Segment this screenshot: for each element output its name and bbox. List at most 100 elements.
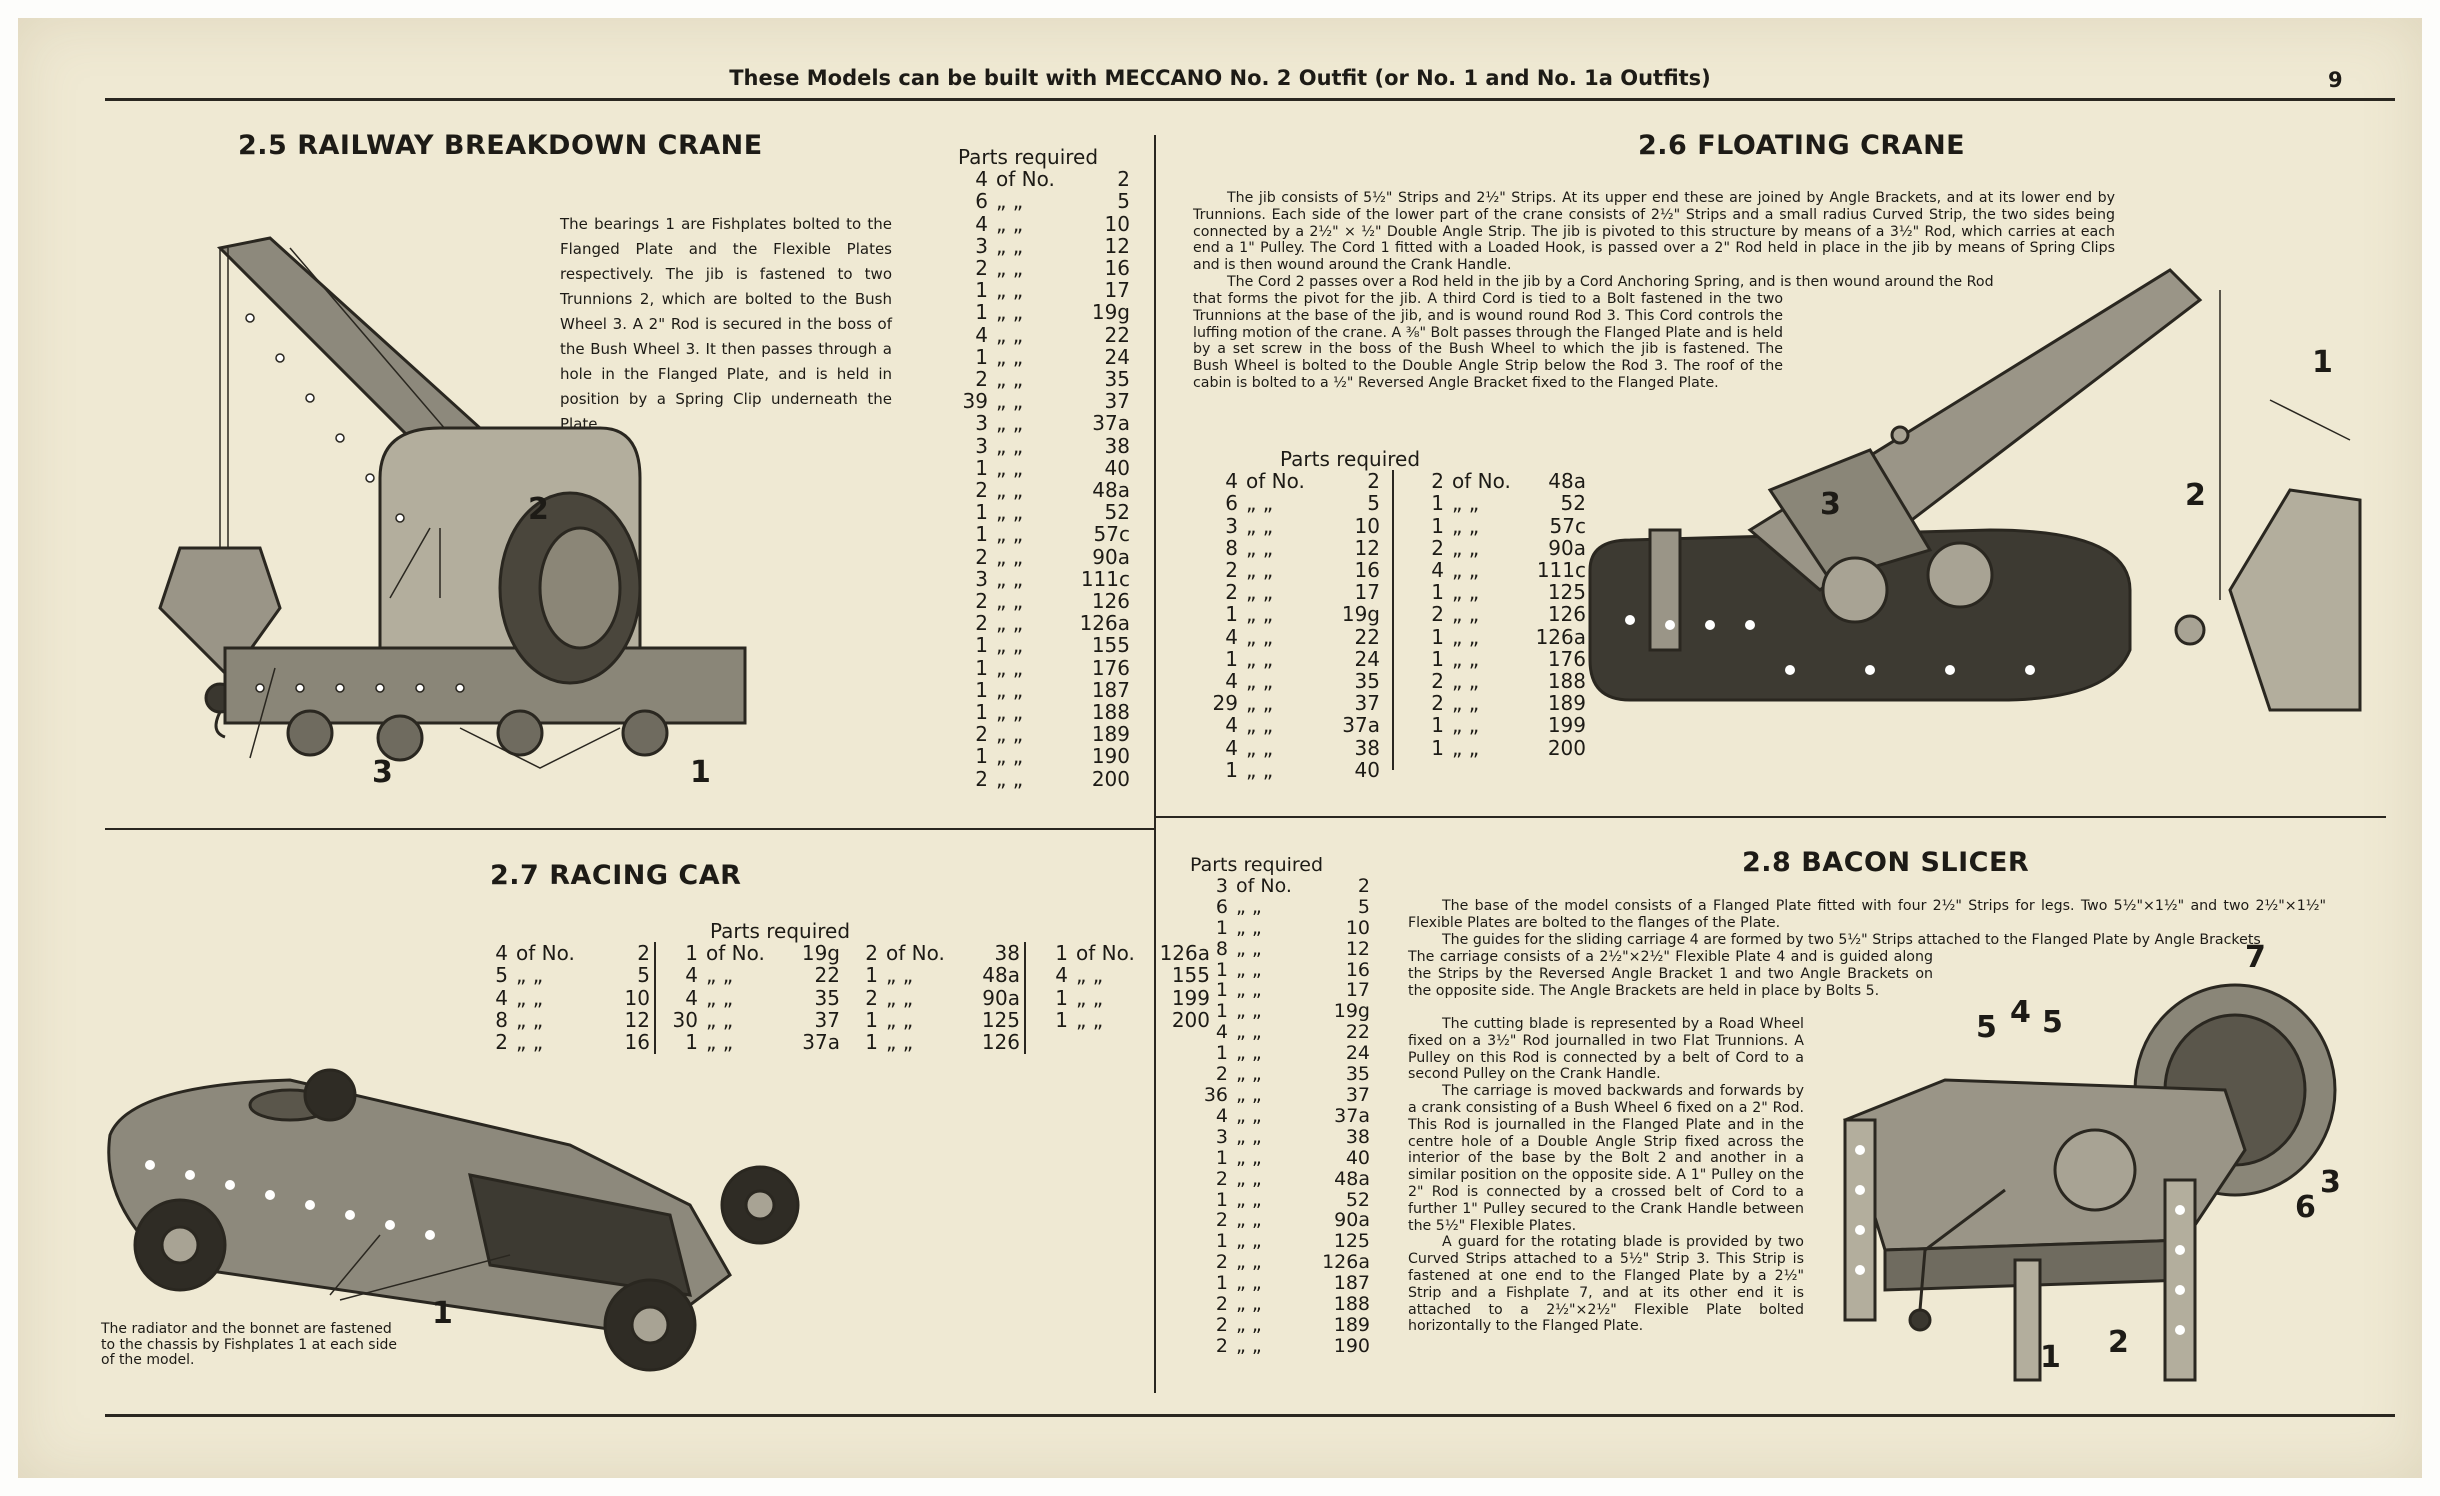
- part-quantity: 1: [1225, 646, 1238, 671]
- part-number: 48a: [1334, 1167, 1370, 1190]
- part-number: 17: [1345, 979, 1370, 1002]
- part-number: 38: [1104, 433, 1130, 458]
- part-number: 37: [1354, 691, 1380, 716]
- parts-row: 1 „ „ 19g: [1190, 1001, 1370, 1022]
- parts-row: 1 „ „ 40: [950, 457, 1130, 479]
- part-number: 57c: [1549, 513, 1586, 538]
- part-of-label: „ „: [1076, 985, 1104, 1010]
- part-number: 155: [1091, 633, 1130, 658]
- callout-1: 1: [2040, 1340, 2061, 1375]
- part-quantity: 3: [975, 566, 988, 591]
- parts-row: 4 „ „ 37a: [1190, 1104, 1370, 1127]
- part-quantity: 2: [975, 478, 988, 503]
- part-of-label: „ „: [996, 278, 1024, 303]
- part-number: 125: [981, 1007, 1020, 1032]
- part-quantity: 8: [495, 1007, 508, 1032]
- part-quantity: 1: [1055, 985, 1068, 1010]
- part-of-label: „ „: [1236, 1313, 1262, 1336]
- part-of-label: „ „: [1452, 691, 1480, 716]
- part-of-label: of No.: [516, 941, 575, 966]
- part-of-label: of No.: [996, 167, 1055, 192]
- part-of-label: „ „: [996, 322, 1024, 347]
- column-divider: [1024, 942, 1026, 1055]
- part-of-label: „ „: [996, 589, 1024, 614]
- part-number: 24: [1345, 1042, 1370, 1065]
- part-of-label: „ „: [996, 211, 1024, 236]
- part-quantity: 5: [495, 963, 508, 988]
- bacon-slicer-description-mid: The carriage consists of a 2½"×2½" Flexi…: [1408, 949, 1933, 999]
- part-quantity: 1: [1225, 602, 1238, 627]
- part-quantity: 1: [975, 744, 988, 769]
- floating-crane-description: The jib consists of 5½" Strips and 2½" S…: [1193, 190, 2115, 291]
- parts-row: 1 „ „ 16: [1190, 958, 1370, 981]
- part-of-label: „ „: [1246, 669, 1274, 694]
- part-quantity: 4: [495, 941, 508, 966]
- part-number: 200: [1171, 1007, 1210, 1032]
- part-number: 52: [1104, 500, 1130, 525]
- part-quantity: 1: [1431, 491, 1444, 516]
- parts-row: 1 „ „ 187: [1190, 1273, 1370, 1294]
- part-quantity: 4: [495, 985, 508, 1010]
- part-of-label: „ „: [1246, 513, 1274, 538]
- parts-list-col4: 1 of No. 126a 4 „ „ 155 1 „ „ 199 1 „ „ 200: [1030, 942, 1210, 1031]
- parts-row: 30 „ „ 37: [660, 1009, 840, 1031]
- part-quantity: 1: [1431, 580, 1444, 605]
- part-quantity: 6: [1225, 491, 1238, 516]
- part-quantity: 1: [975, 522, 988, 547]
- part-number: 24: [1354, 646, 1380, 671]
- part-number: 187: [1333, 1272, 1370, 1295]
- part-of-label: „ „: [1236, 1042, 1262, 1065]
- part-number: 199: [1547, 713, 1586, 738]
- parts-row: 2 „ „ 16: [950, 257, 1130, 279]
- part-of-label: „ „: [1076, 963, 1104, 988]
- part-quantity: 4: [975, 211, 988, 236]
- part-quantity: 1: [1215, 1000, 1228, 1023]
- part-quantity: 1: [685, 941, 698, 966]
- part-number: 40: [1354, 757, 1380, 782]
- part-of-label: „ „: [1236, 958, 1262, 981]
- part-number: 126: [1091, 589, 1130, 614]
- part-quantity: 2: [975, 367, 988, 392]
- part-of-label: „ „: [996, 655, 1024, 680]
- part-number: 5: [1367, 491, 1380, 516]
- parts-row: 29 „ „ 37: [1200, 692, 1380, 714]
- part-of-label: „ „: [1236, 1209, 1262, 1232]
- part-number: 37a: [1342, 713, 1380, 738]
- parts-row: 2 „ „ 90a: [840, 986, 1020, 1009]
- part-quantity: 4: [1215, 1021, 1228, 1044]
- parts-row: 4 „ „ 155: [1030, 964, 1210, 986]
- part-number: 35: [814, 985, 840, 1010]
- part-number: 19g: [1091, 300, 1130, 325]
- parts-row: 4 of No. 2: [950, 168, 1130, 190]
- part-number: 188: [1333, 1293, 1370, 1316]
- part-number: 155: [1171, 963, 1210, 988]
- part-quantity: 3: [1215, 1125, 1228, 1148]
- paragraph: The base of the model consists of a Flan…: [1408, 898, 2326, 931]
- part-of-label: „ „: [1452, 580, 1480, 605]
- bacon-slicer-description-cont: The cutting blade is represented by a Ro…: [1408, 1016, 1804, 1335]
- part-quantity: 4: [1225, 713, 1238, 738]
- right-middle-rule: [1156, 816, 2386, 818]
- parts-row: 4 „ „ 22: [1200, 625, 1380, 648]
- part-of-label: „ „: [516, 1030, 544, 1055]
- part-quantity: 4: [1215, 1104, 1228, 1127]
- parts-row: 1 „ „ 126: [840, 1031, 1020, 1053]
- part-of-label: „ „: [706, 1030, 734, 1055]
- part-quantity: 2: [1215, 1334, 1228, 1357]
- parts-row: 2 „ „ 189: [1406, 692, 1586, 714]
- callout-3: 3: [372, 755, 393, 790]
- part-number: 22: [814, 963, 840, 988]
- parts-row: 8 „ „ 12: [470, 1009, 650, 1031]
- part-of-label: „ „: [886, 1007, 914, 1032]
- part-of-label: „ „: [996, 722, 1024, 747]
- part-quantity: 1: [865, 963, 878, 988]
- part-quantity: 2: [865, 941, 878, 966]
- part-of-label: „ „: [706, 985, 734, 1010]
- part-number: 126a: [1159, 941, 1210, 966]
- parts-list: 4 of No. 2 6 „ „ 5 4 „ „ 10 3 „ „ 12 2 „ „ 16 1 „ „ 17 1 „ …: [950, 168, 1130, 790]
- part-of-label: „ „: [706, 963, 734, 988]
- bacon-slicer-description: The base of the model consists of a Flan…: [1408, 898, 2326, 948]
- parts-row: 3 „ „ 10: [1200, 513, 1380, 538]
- parts-row: 2 „ „ 190: [1190, 1334, 1370, 1357]
- callout-5: 5: [1976, 1010, 1997, 1045]
